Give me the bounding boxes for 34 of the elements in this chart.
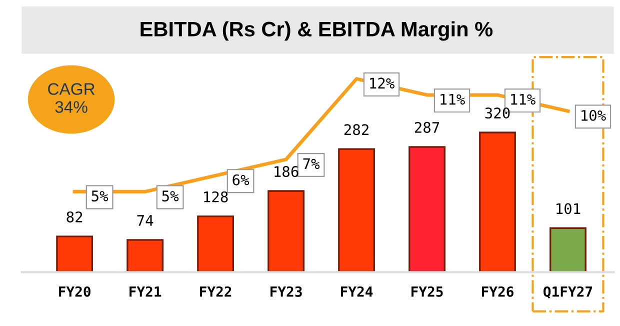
- x-tick-label: FY21: [130, 286, 162, 297]
- data-label: 11%: [511, 94, 536, 105]
- x-tick-label: FY22: [200, 286, 232, 297]
- bar: [126, 239, 164, 272]
- data-label: 82: [66, 211, 82, 222]
- chart-title: EBITDA (Rs Cr) & EBITDA Margin %: [140, 21, 493, 41]
- bar: [550, 227, 586, 272]
- data-label: 12%: [370, 78, 394, 88]
- x-tick-label: FY20: [59, 286, 90, 297]
- x-tick-label: FY23: [270, 286, 302, 297]
- data-label: 128: [204, 191, 228, 202]
- x-tick-label: Q1FY27: [544, 286, 592, 299]
- data-label: 101: [556, 203, 580, 214]
- bar: [408, 146, 446, 272]
- data-label: 5%: [92, 190, 108, 202]
- data-label: 282: [344, 124, 368, 136]
- text: CAGR 34%: [48, 83, 95, 113]
- data-label: 186: [274, 166, 298, 178]
- data-label: 74: [137, 215, 154, 226]
- data-label: 320: [485, 108, 510, 119]
- data-label: 7%: [303, 158, 320, 170]
- bar: [268, 190, 304, 272]
- data-label: 10%: [582, 110, 606, 121]
- bar: [338, 148, 375, 272]
- data-label: 11%: [440, 94, 465, 105]
- bar: [197, 215, 234, 272]
- data-label: 5%: [162, 190, 179, 202]
- bar: [56, 236, 94, 272]
- x-tick-label: FY24: [341, 286, 373, 297]
- bar: [479, 132, 516, 272]
- x-tick-label: FY25: [412, 286, 443, 297]
- data-label: 6%: [232, 174, 250, 186]
- data-label: 287: [414, 122, 440, 133]
- x-tick-label: FY26: [482, 286, 514, 297]
